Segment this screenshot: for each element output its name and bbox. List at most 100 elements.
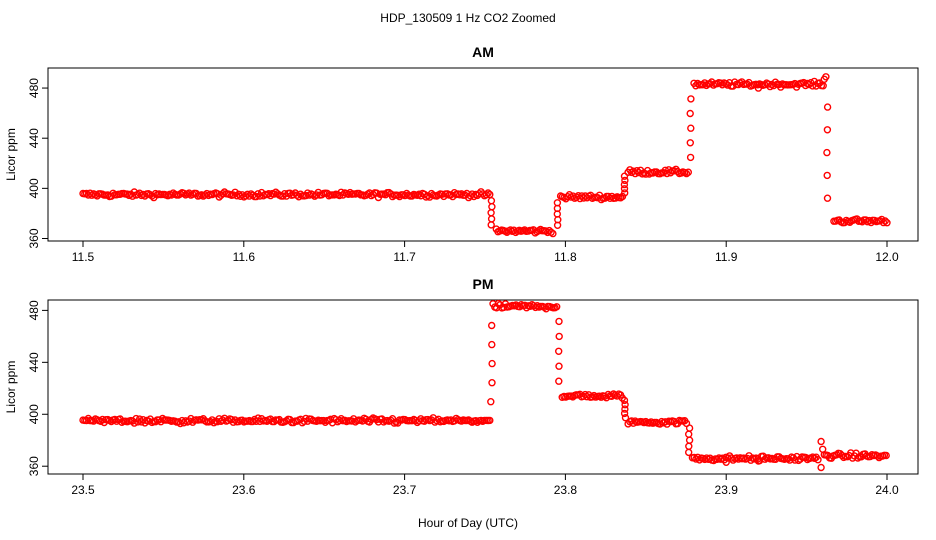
data-point xyxy=(487,398,495,406)
panel-title: PM xyxy=(473,276,494,292)
data-point xyxy=(685,448,693,457)
data-point xyxy=(555,362,563,370)
x-tick-label: 23.7 xyxy=(393,483,417,497)
data-point xyxy=(210,419,218,427)
data-point xyxy=(597,195,605,204)
data-point xyxy=(486,416,494,425)
data-point xyxy=(823,148,831,157)
data-point xyxy=(621,401,629,409)
data-points xyxy=(79,73,891,238)
data-point xyxy=(820,75,828,84)
data-point xyxy=(702,81,711,90)
data-point xyxy=(482,190,490,199)
x-tick-label: 12.0 xyxy=(875,250,899,264)
data-point xyxy=(817,463,825,472)
data-point xyxy=(685,442,693,450)
data-point xyxy=(621,176,629,185)
data-point xyxy=(488,202,496,211)
data-point xyxy=(547,228,555,236)
data-point xyxy=(266,191,275,200)
data-point xyxy=(321,418,329,426)
data-point xyxy=(488,359,496,368)
y-tick-label: 440 xyxy=(27,128,41,148)
data-point xyxy=(249,417,257,426)
x-tick-label: 24.0 xyxy=(875,483,899,497)
x-tick-label: 11.7 xyxy=(393,250,416,264)
data-point xyxy=(823,103,832,111)
y-axis-label: Licor ppm xyxy=(4,361,18,414)
x-tick-label: 23.5 xyxy=(71,483,95,497)
data-point xyxy=(805,80,813,89)
x-tick-label: 11.9 xyxy=(715,250,738,264)
data-point xyxy=(684,168,692,176)
data-point xyxy=(685,424,694,432)
data-point xyxy=(621,414,630,422)
data-point xyxy=(823,126,832,134)
data-point xyxy=(685,430,693,438)
data-point xyxy=(883,218,891,227)
data-point xyxy=(620,172,629,180)
data-point xyxy=(553,303,561,311)
data-point xyxy=(484,189,492,197)
x-tick-label: 11.8 xyxy=(554,250,577,264)
x-tick-label: 23.9 xyxy=(715,483,739,497)
x-axis-title: Hour of Day (UTC) xyxy=(418,516,518,530)
y-tick-label: 400 xyxy=(27,178,41,198)
data-point xyxy=(754,457,763,465)
y-tick-label: 480 xyxy=(27,300,41,320)
data-point xyxy=(687,124,695,132)
x-tick-label: 23.8 xyxy=(554,483,578,497)
plot-frame xyxy=(47,67,919,242)
data-point xyxy=(130,419,139,427)
data-point xyxy=(555,317,563,326)
data-point xyxy=(620,180,629,189)
data-point xyxy=(881,217,889,225)
plot-frame xyxy=(47,299,919,475)
data-point xyxy=(823,171,831,180)
data-point xyxy=(817,437,825,446)
y-tick-label: 480 xyxy=(27,78,41,98)
data-point xyxy=(686,139,694,147)
data-point xyxy=(231,188,239,197)
data-point xyxy=(487,196,496,205)
data-point xyxy=(873,452,882,460)
data-point xyxy=(620,185,629,193)
data-point xyxy=(879,218,888,227)
data-point xyxy=(685,436,694,444)
data-point xyxy=(487,215,496,223)
data-point xyxy=(754,84,763,92)
data-point xyxy=(620,396,629,405)
x-tick-label: 11.5 xyxy=(72,250,95,264)
data-point xyxy=(488,340,496,349)
data-point xyxy=(682,169,691,178)
y-tick-label: 360 xyxy=(27,228,41,248)
data-point xyxy=(369,190,377,199)
data-point xyxy=(621,189,629,197)
am-panel: AM Licor ppm 11.5 11.6 11.7 11.8 11.9 12.0 360 40… xyxy=(4,44,919,264)
data-point xyxy=(621,405,629,413)
data-point xyxy=(488,321,496,330)
data-point xyxy=(553,199,562,207)
x-tick-label: 23.6 xyxy=(232,483,256,497)
data-point xyxy=(823,194,832,202)
data-point xyxy=(722,458,730,466)
data-point xyxy=(814,456,822,464)
data-points xyxy=(79,299,890,472)
data-point xyxy=(882,451,890,460)
data-point xyxy=(555,347,563,355)
data-point xyxy=(487,209,495,217)
data-point xyxy=(555,332,563,341)
data-point xyxy=(488,379,496,387)
data-point xyxy=(555,377,563,385)
data-point xyxy=(633,166,641,175)
y-axis-label: Licor ppm xyxy=(4,128,18,181)
panel-title: AM xyxy=(472,44,494,60)
figure-title: HDP_130509 1 Hz CO2 Zoomed xyxy=(380,11,555,25)
data-point xyxy=(487,221,495,229)
data-point xyxy=(819,445,827,453)
data-point xyxy=(620,409,629,418)
data-point xyxy=(549,229,557,238)
pm-panel: PM Licor ppm 23.5 23.6 23.7 23.8 23.9 24.0 360 40… xyxy=(4,276,919,497)
data-point xyxy=(687,95,695,103)
